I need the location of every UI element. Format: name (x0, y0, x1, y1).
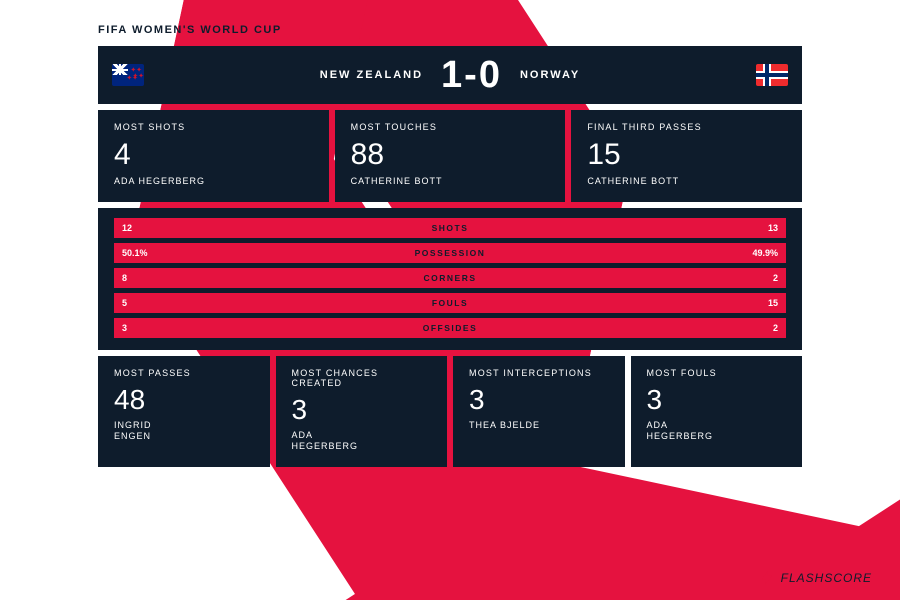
stat-card-player: THEA BJELDE (469, 420, 609, 432)
home-team-name: NEW ZEALAND (320, 69, 423, 81)
stats-panel: FIFA WOMEN'S WORLD CUP NEW ZEALAND 1-0 N… (98, 24, 802, 467)
stat-value-home: 3 (122, 323, 127, 333)
stat-fill-away (437, 218, 786, 238)
stat-row: 3 OFFSIDES 2 (114, 318, 786, 338)
stat-fill-away (451, 243, 786, 263)
stat-row: 5 FOULS 15 (114, 293, 786, 313)
stat-card-player: ADAHEGERBERG (292, 430, 432, 453)
score-center: NEW ZEALAND 1-0 NORWAY (144, 54, 756, 97)
stat-row: 12 SHOTS 13 (114, 218, 786, 238)
stat-card-player: CATHERINE BOTT (351, 176, 550, 188)
stat-row: 8 CORNERS 2 (114, 268, 786, 288)
stat-card-value: 3 (647, 386, 787, 414)
stat-row: 50.1% POSSESSION 49.9% (114, 243, 786, 263)
stat-fill-home (114, 243, 451, 263)
stat-card: MOST CHANCESCREATED 3 ADAHEGERBERG (276, 356, 448, 467)
stat-card: MOST TOUCHES 88 CATHERINE BOTT (335, 110, 566, 202)
stat-value-away: 2 (773, 273, 778, 283)
home-flag-icon (112, 64, 144, 86)
brand-name: FLASHSCORE (781, 571, 872, 585)
stat-card: MOST SHOTS 4 ADA HEGERBERG (98, 110, 329, 202)
stat-card: MOST INTERCEPTIONS 3 THEA BJELDE (453, 356, 625, 467)
stat-card: MOST FOULS 3 ADAHEGERBERG (631, 356, 803, 467)
stat-card-value: 88 (351, 140, 550, 170)
stat-card-player: CATHERINE BOTT (587, 176, 786, 188)
stat-card-value: 15 (587, 140, 786, 170)
stat-card-label: MOST SHOTS (114, 122, 313, 132)
stat-card-value: 3 (292, 396, 432, 424)
stat-card-label: MOST INTERCEPTIONS (469, 368, 609, 378)
stat-value-away: 15 (768, 298, 778, 308)
stat-row-label: CORNERS (423, 273, 476, 283)
stat-card: FINAL THIRD PASSES 15 CATHERINE BOTT (571, 110, 802, 202)
stat-value-away: 13 (768, 223, 778, 233)
stat-card-player: ADA HEGERBERG (114, 176, 313, 188)
stat-value-home: 5 (122, 298, 127, 308)
stat-card-label: FINAL THIRD PASSES (587, 122, 786, 132)
stat-card-label: MOST TOUCHES (351, 122, 550, 132)
stat-card-value: 4 (114, 140, 313, 170)
away-team-name: NORWAY (520, 69, 580, 81)
stat-value-home: 50.1% (122, 248, 148, 258)
stat-fill-away (517, 318, 786, 338)
stat-fill-away (652, 268, 786, 288)
match-score: 1-0 (441, 54, 502, 97)
stat-row-label: POSSESSION (415, 248, 486, 258)
stat-value-home: 12 (122, 223, 132, 233)
stat-fill-home (114, 218, 437, 238)
stat-card-label: MOST PASSES (114, 368, 254, 378)
stat-value-home: 8 (122, 273, 127, 283)
stat-card-player: INGRIDENGEN (114, 420, 254, 443)
brand-footer: FLASHSCORE (759, 570, 872, 586)
stat-value-away: 2 (773, 323, 778, 333)
score-bar: NEW ZEALAND 1-0 NORWAY (98, 46, 802, 104)
stat-card-value: 48 (114, 386, 254, 414)
flashscore-bolt-icon (759, 570, 775, 586)
comparison-stats: 12 SHOTS 13 50.1% POSSESSION 49.9% 8 CORNERS 2 5 F… (98, 208, 802, 350)
top-stat-cards: MOST SHOTS 4 ADA HEGERBERG MOST TOUCHES 88 CA… (98, 110, 802, 202)
stat-card-value: 3 (469, 386, 609, 414)
away-flag-icon (756, 64, 788, 86)
stat-row-label: SHOTS (432, 223, 469, 233)
competition-title: FIFA WOMEN'S WORLD CUP (98, 24, 802, 36)
stat-row-label: OFFSIDES (423, 323, 478, 333)
stat-value-away: 49.9% (752, 248, 778, 258)
stat-card-player: ADAHEGERBERG (647, 420, 787, 443)
stat-card-label: MOST CHANCESCREATED (292, 368, 432, 388)
stat-card-label: MOST FOULS (647, 368, 787, 378)
stat-fill-home (114, 268, 652, 288)
stat-card: MOST PASSES 48 INGRIDENGEN (98, 356, 270, 467)
stat-fill-home (114, 293, 282, 313)
bottom-stat-cards: MOST PASSES 48 INGRIDENGEN MOST CHANCESCREA… (98, 356, 802, 467)
stat-row-label: FOULS (432, 298, 468, 308)
stat-fill-away (282, 293, 786, 313)
